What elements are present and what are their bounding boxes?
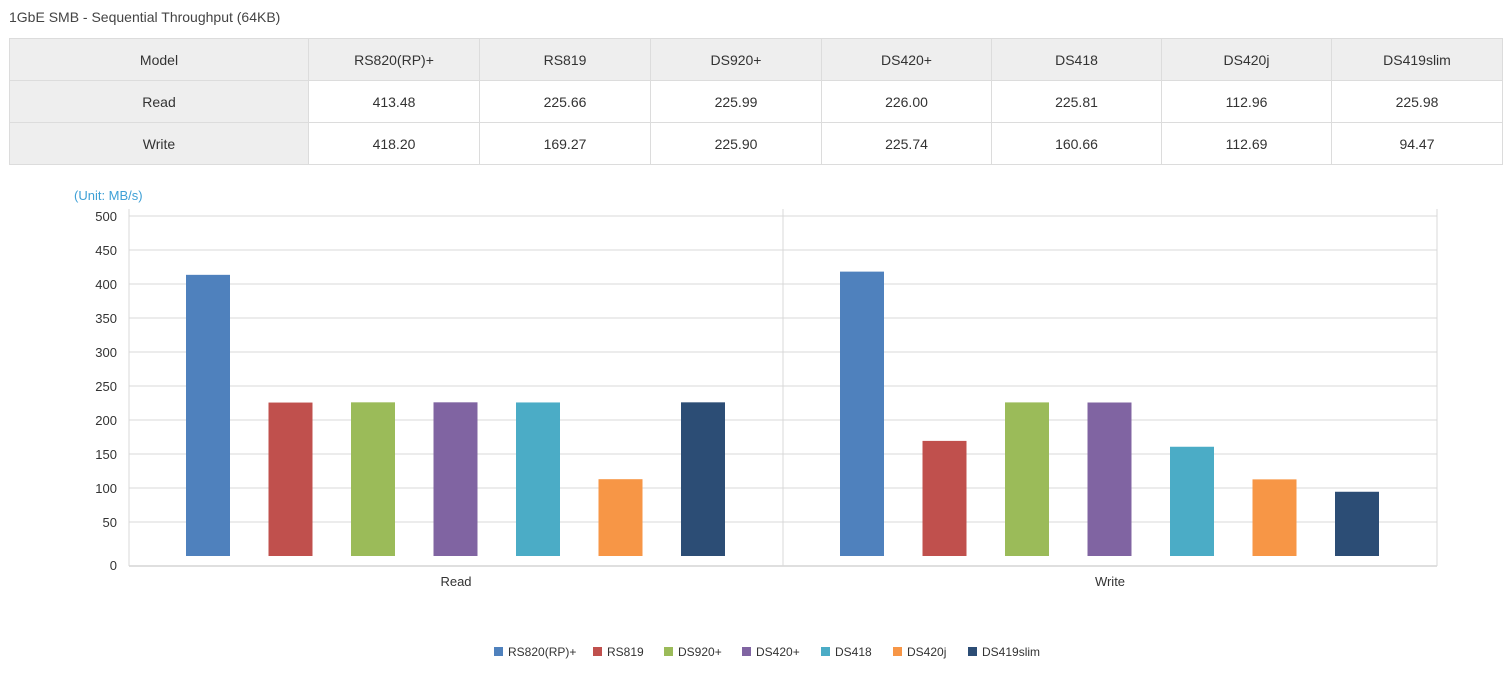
bar-read-ds920 xyxy=(351,402,395,556)
legend: RS820(RP)+ RS819 DS920+ DS420+ DS418 DS420j DS… xyxy=(494,645,1040,659)
header-ds420plus: DS420+ xyxy=(821,38,992,81)
table-cell: 225.74 xyxy=(821,122,992,165)
x-category-label: Write xyxy=(1095,574,1125,589)
y-tick-label: 250 xyxy=(95,379,117,394)
table-cell: 160.66 xyxy=(991,122,1162,165)
table-cell: 225.98 xyxy=(1331,80,1503,123)
header-ds418: DS418 xyxy=(991,38,1162,81)
y-tick-label: 150 xyxy=(95,447,117,462)
table-cell: 225.90 xyxy=(650,122,822,165)
table-cell: 225.66 xyxy=(479,80,651,123)
y-tick-label: 400 xyxy=(95,277,117,292)
y-tick-label: 0 xyxy=(110,558,117,573)
bar-read-ds418 xyxy=(516,402,560,556)
header-rs820rp: RS820(RP)+ xyxy=(308,38,480,81)
legend-label: DS420+ xyxy=(756,645,800,659)
legend-label: DS920+ xyxy=(678,645,722,659)
table-header-row: Model RS820(RP)+ RS819 DS920+ DS420+ DS4… xyxy=(9,38,1503,81)
legend-label: RS819 xyxy=(607,645,644,659)
throughput-bar-chart: (Unit: MB/s) 0 50 100 150 200 250 300 350 400 450… xyxy=(74,188,1438,659)
table-cell: 413.48 xyxy=(308,80,480,123)
table-cell: 418.20 xyxy=(308,122,480,165)
bar-write-ds920 xyxy=(1005,402,1049,556)
legend-swatch xyxy=(968,647,977,656)
table-cell: 225.81 xyxy=(991,80,1162,123)
legend-label: DS419slim xyxy=(982,645,1040,659)
bar-write-ds419slim xyxy=(1335,491,1379,556)
legend-label: RS820(RP)+ xyxy=(508,645,576,659)
x-category-label: Read xyxy=(440,574,471,589)
page-title: 1GbE SMB - Sequential Throughput (64KB) xyxy=(9,9,281,25)
unit-label: (Unit: MB/s) xyxy=(74,188,143,203)
bar-read-rs819 xyxy=(268,402,313,556)
legend-swatch xyxy=(664,647,673,656)
legend-swatch xyxy=(742,647,751,656)
bar-layer xyxy=(186,271,1379,556)
grid-layer xyxy=(128,209,1438,567)
header-model: Model xyxy=(9,38,309,81)
table-cell: 112.69 xyxy=(1161,122,1332,165)
table-cell: 225.99 xyxy=(650,80,822,123)
bar-write-ds418 xyxy=(1170,446,1214,556)
bar-read-ds420j xyxy=(598,479,643,556)
table-cell: 112.96 xyxy=(1161,80,1332,123)
bar-write-ds420j xyxy=(1252,479,1297,556)
header-rs819: RS819 xyxy=(479,38,651,81)
legend-label: DS418 xyxy=(835,645,872,659)
table-cell: 169.27 xyxy=(479,122,651,165)
row-label-read: Read xyxy=(9,80,309,123)
label-layer: 0 50 100 150 200 250 300 350 400 450 500 Read Write xyxy=(95,209,1125,589)
y-tick-label: 450 xyxy=(95,243,117,258)
table-row-write: Write 418.20 169.27 225.90 225.74 160.66… xyxy=(9,122,1503,165)
bar-write-rs820rp xyxy=(840,271,884,556)
legend-swatch xyxy=(593,647,602,656)
y-tick-label: 100 xyxy=(95,481,117,496)
y-tick-label: 300 xyxy=(95,345,117,360)
table-cell: 94.47 xyxy=(1331,122,1503,165)
header-ds920: DS920+ xyxy=(650,38,822,81)
table-cell: 226.00 xyxy=(821,80,992,123)
legend-swatch xyxy=(893,647,902,656)
bar-read-ds420 xyxy=(433,402,478,556)
y-tick-label: 50 xyxy=(103,515,117,530)
bar-read-ds419slim xyxy=(681,402,725,556)
y-tick-label: 200 xyxy=(95,413,117,428)
table-row-read: Read 413.48 225.66 225.99 226.00 225.81 … xyxy=(9,80,1503,123)
bar-read-rs820rp xyxy=(186,274,230,556)
legend-label: DS420j xyxy=(907,645,946,659)
row-label-write: Write xyxy=(9,122,309,165)
header-ds419slim: DS419slim xyxy=(1331,38,1503,81)
y-tick-label: 500 xyxy=(95,209,117,224)
bar-write-ds420 xyxy=(1087,402,1132,556)
y-tick-label: 350 xyxy=(95,311,117,326)
bar-write-rs819 xyxy=(922,440,967,556)
spec-table: Model RS820(RP)+ RS819 DS920+ DS420+ DS4… xyxy=(9,38,1503,165)
legend-swatch xyxy=(494,647,503,656)
legend-swatch xyxy=(821,647,830,656)
header-ds420j: DS420j xyxy=(1161,38,1332,81)
